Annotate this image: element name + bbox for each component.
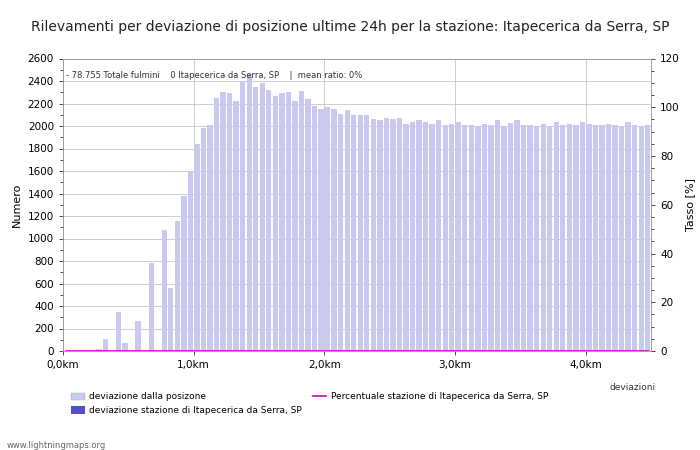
Bar bbox=[234, 101, 239, 351]
Bar bbox=[645, 125, 650, 351]
Bar bbox=[122, 342, 127, 351]
Bar bbox=[534, 126, 539, 351]
Bar bbox=[567, 124, 572, 351]
Bar bbox=[501, 126, 507, 351]
Bar bbox=[240, 81, 245, 351]
Bar bbox=[482, 124, 487, 351]
Bar bbox=[612, 125, 617, 351]
Bar bbox=[214, 98, 219, 351]
Bar bbox=[351, 115, 356, 351]
Bar bbox=[201, 128, 206, 351]
Bar bbox=[344, 110, 350, 351]
Bar bbox=[364, 115, 370, 351]
Bar bbox=[469, 125, 474, 351]
Bar bbox=[384, 118, 389, 351]
Bar bbox=[495, 120, 500, 351]
Bar bbox=[293, 101, 297, 351]
Bar bbox=[416, 120, 421, 351]
Bar bbox=[606, 124, 611, 351]
Bar bbox=[560, 125, 566, 351]
Bar bbox=[181, 196, 186, 351]
Bar bbox=[619, 126, 624, 351]
Bar bbox=[514, 120, 519, 351]
Bar bbox=[638, 126, 644, 351]
Bar bbox=[397, 118, 402, 351]
Bar bbox=[207, 125, 213, 351]
Bar bbox=[312, 106, 317, 351]
Bar bbox=[587, 124, 592, 351]
Bar bbox=[632, 125, 637, 351]
Bar bbox=[391, 119, 395, 351]
Bar bbox=[116, 311, 121, 351]
Bar bbox=[246, 74, 252, 351]
Bar bbox=[266, 90, 272, 351]
Bar bbox=[462, 125, 468, 351]
Bar bbox=[279, 94, 284, 351]
Bar bbox=[325, 107, 330, 351]
Y-axis label: Tasso [%]: Tasso [%] bbox=[685, 178, 695, 231]
Bar bbox=[508, 122, 513, 351]
Bar bbox=[358, 115, 363, 351]
Bar bbox=[430, 124, 435, 351]
Bar bbox=[253, 86, 258, 351]
Text: deviazioni: deviazioni bbox=[609, 383, 655, 392]
Bar bbox=[260, 83, 265, 351]
Bar bbox=[475, 126, 480, 351]
Text: Rilevamenti per deviazione di posizione ultime 24h per la stazione: Itapecerica : Rilevamenti per deviazione di posizione … bbox=[31, 20, 669, 34]
Bar bbox=[286, 92, 291, 351]
Text: www.lightningmaps.org: www.lightningmaps.org bbox=[7, 441, 106, 450]
Bar bbox=[449, 124, 454, 351]
Bar bbox=[188, 172, 193, 351]
Bar bbox=[371, 119, 376, 351]
Bar bbox=[148, 263, 154, 351]
Bar bbox=[305, 99, 311, 351]
Bar bbox=[540, 124, 546, 351]
Legend: deviazione dalla posizone, deviazione stazione di Itapecerica da Serra, SP, Perc: deviazione dalla posizone, deviazione st… bbox=[67, 389, 552, 419]
Bar bbox=[403, 124, 409, 351]
Bar bbox=[162, 230, 167, 351]
Bar bbox=[593, 125, 598, 351]
Bar bbox=[442, 125, 448, 351]
Bar bbox=[338, 113, 343, 351]
Bar bbox=[227, 94, 232, 351]
Bar bbox=[97, 349, 102, 351]
Bar bbox=[423, 122, 428, 351]
Bar bbox=[489, 125, 493, 351]
Bar bbox=[626, 122, 631, 351]
Bar bbox=[103, 338, 108, 351]
Bar bbox=[220, 92, 225, 351]
Bar bbox=[318, 109, 323, 351]
Bar bbox=[377, 120, 382, 351]
Bar bbox=[273, 96, 278, 351]
Bar bbox=[521, 125, 526, 351]
Bar bbox=[554, 122, 559, 351]
Bar bbox=[436, 120, 441, 351]
Bar bbox=[599, 125, 605, 351]
Bar bbox=[195, 144, 200, 351]
Bar bbox=[573, 125, 578, 351]
Text: - 78.755 Totale fulmini    0 Itapecerica da Serra, SP    |  mean ratio: 0%: - 78.755 Totale fulmini 0 Itapecerica da… bbox=[66, 71, 362, 80]
Y-axis label: Numero: Numero bbox=[12, 183, 22, 227]
Bar bbox=[168, 288, 174, 351]
Bar bbox=[410, 122, 415, 351]
Bar bbox=[580, 122, 585, 351]
Bar bbox=[528, 125, 533, 351]
Bar bbox=[332, 109, 337, 351]
Bar bbox=[175, 220, 180, 351]
Bar bbox=[299, 91, 304, 351]
Bar bbox=[547, 126, 552, 351]
Bar bbox=[456, 122, 461, 351]
Bar bbox=[136, 320, 141, 351]
